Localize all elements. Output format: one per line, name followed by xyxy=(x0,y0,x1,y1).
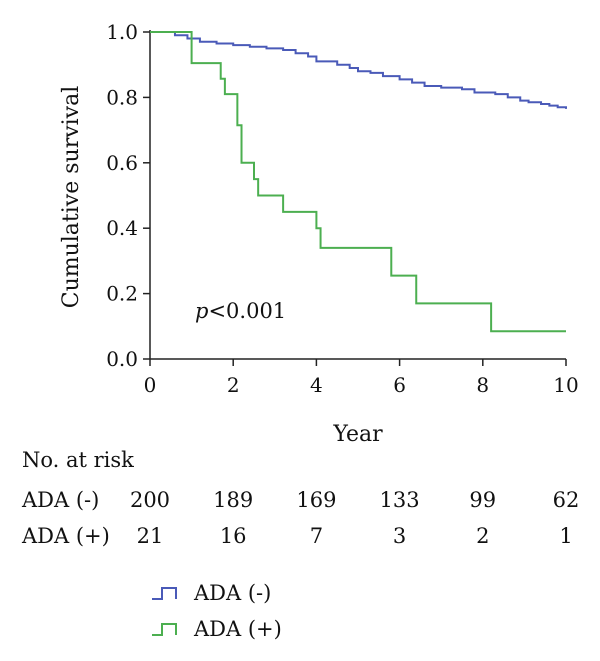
legend: ADA (-) ADA (+) xyxy=(150,575,282,647)
legend-item-ada-pos: ADA (+) xyxy=(150,611,282,647)
series-line-ada-neg xyxy=(150,31,567,109)
y-tick-label: 0.4 xyxy=(106,216,138,240)
x-tick-label: 4 xyxy=(310,373,323,397)
y-tick-label: 0.6 xyxy=(106,151,138,175)
y-tick-label: 0.2 xyxy=(106,282,138,306)
x-tick-label: 8 xyxy=(476,373,489,397)
x-axis-label: Year xyxy=(332,422,383,447)
legend-swatch-ada-neg-icon xyxy=(152,587,177,600)
y-tick-label: 0.0 xyxy=(106,347,138,371)
y-tick-label: 1.0 xyxy=(106,20,138,44)
chart-axes: 0.0 0.2 0.4 0.6 0.8 1.0 0 2 4 6 8 10 xyxy=(106,20,579,397)
p-value-symbol: p xyxy=(195,299,208,323)
x-tick-label: 2 xyxy=(227,373,240,397)
legend-item-ada-neg: ADA (-) xyxy=(150,575,282,611)
chart-series xyxy=(150,31,567,333)
legend-label-ada-pos: ADA (+) xyxy=(194,617,282,641)
x-tick-label: 10 xyxy=(553,373,578,397)
x-tick-label: 0 xyxy=(144,373,157,397)
series-line-ada-pos xyxy=(150,31,566,333)
legend-label-ada-neg: ADA (-) xyxy=(194,581,272,605)
p-value-text: <0.001 xyxy=(208,299,286,323)
y-axis-label: Cumulative survival xyxy=(59,86,84,309)
legend-swatch-ada-pos-icon xyxy=(152,623,177,636)
y-tick-label: 0.8 xyxy=(106,85,138,109)
p-value-annotation: p<0.001 xyxy=(195,299,286,323)
x-tick-label: 6 xyxy=(393,373,406,397)
